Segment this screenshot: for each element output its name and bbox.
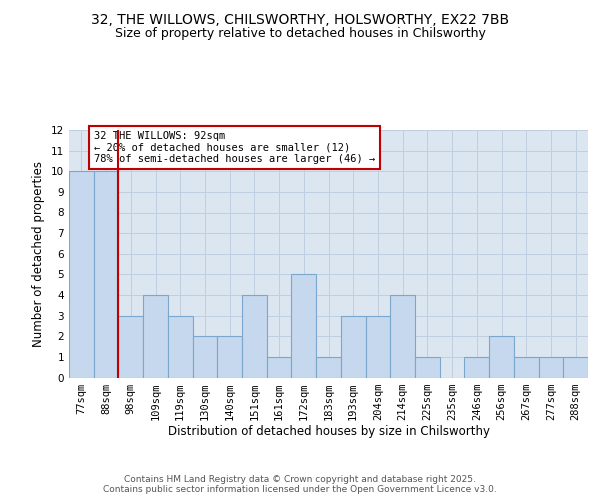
Bar bbox=[242, 295, 267, 378]
Bar bbox=[514, 357, 539, 378]
Bar bbox=[316, 357, 341, 378]
Bar bbox=[69, 171, 94, 378]
Bar bbox=[464, 357, 489, 378]
Bar bbox=[563, 357, 588, 378]
Text: Contains HM Land Registry data © Crown copyright and database right 2025.
Contai: Contains HM Land Registry data © Crown c… bbox=[103, 474, 497, 494]
Bar bbox=[118, 316, 143, 378]
Bar bbox=[267, 357, 292, 378]
Text: Size of property relative to detached houses in Chilsworthy: Size of property relative to detached ho… bbox=[115, 28, 485, 40]
Bar bbox=[341, 316, 365, 378]
Bar bbox=[489, 336, 514, 378]
Bar bbox=[168, 316, 193, 378]
Y-axis label: Number of detached properties: Number of detached properties bbox=[32, 161, 46, 347]
Bar bbox=[143, 295, 168, 378]
Bar bbox=[365, 316, 390, 378]
Bar bbox=[94, 171, 118, 378]
Bar bbox=[539, 357, 563, 378]
Text: 32 THE WILLOWS: 92sqm
← 20% of detached houses are smaller (12)
78% of semi-deta: 32 THE WILLOWS: 92sqm ← 20% of detached … bbox=[94, 131, 375, 164]
Bar bbox=[217, 336, 242, 378]
Bar bbox=[390, 295, 415, 378]
Bar bbox=[193, 336, 217, 378]
Bar bbox=[415, 357, 440, 378]
Bar bbox=[292, 274, 316, 378]
X-axis label: Distribution of detached houses by size in Chilsworthy: Distribution of detached houses by size … bbox=[167, 426, 490, 438]
Text: 32, THE WILLOWS, CHILSWORTHY, HOLSWORTHY, EX22 7BB: 32, THE WILLOWS, CHILSWORTHY, HOLSWORTHY… bbox=[91, 12, 509, 26]
